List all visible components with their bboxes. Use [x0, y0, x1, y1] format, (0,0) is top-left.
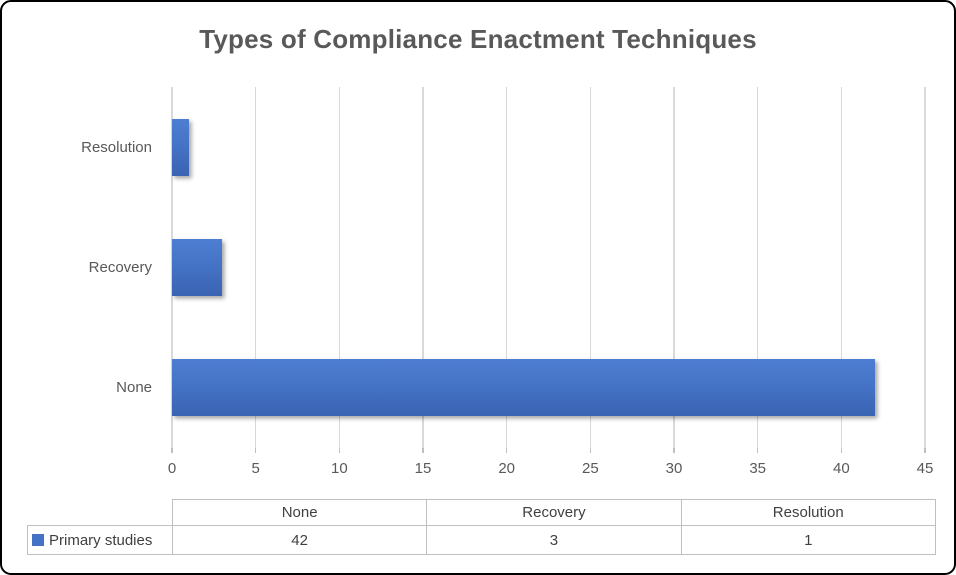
bar-none [172, 359, 875, 417]
x-axis-tick-label: 40 [832, 460, 850, 477]
gridline [924, 87, 926, 448]
gridline [756, 87, 759, 448]
series-color-swatch-icon [32, 533, 44, 546]
x-axis-tick-label: 0 [167, 460, 177, 477]
legend-series-label: Primary studies [49, 531, 153, 549]
axis-tick [924, 448, 926, 453]
category-label: Resolution [81, 138, 152, 156]
legend-cell: Primary studies [27, 525, 173, 555]
gridline [254, 87, 257, 448]
x-axis-tick-label: 5 [251, 460, 260, 477]
x-axis-tick-label: 25 [581, 460, 599, 477]
table-column-header: Recovery [426, 499, 682, 526]
gridline [589, 87, 592, 448]
bar-recovery [172, 239, 223, 296]
table-value-cell: 42 [171, 525, 428, 555]
gridline [338, 87, 341, 448]
category-label: Recovery [88, 258, 152, 276]
x-axis-tick-label: 20 [498, 460, 515, 477]
axis-tick [422, 448, 424, 453]
bar-resolution [172, 118, 189, 176]
axis-tick [505, 448, 508, 453]
x-axis-tick-label: 45 [916, 460, 934, 477]
gridline [840, 87, 843, 448]
x-axis-tick-label: 10 [330, 460, 348, 477]
table-value-cell: 1 [680, 525, 936, 555]
x-axis-tick-label: 30 [665, 460, 683, 477]
axis-tick [254, 448, 257, 453]
x-axis-tick-label: 35 [749, 460, 766, 477]
gridline [673, 87, 675, 448]
data-table: None Recovery Resolution Primary studies 42 3… [27, 499, 936, 555]
axis-tick [589, 448, 592, 453]
axis-tick [673, 448, 675, 453]
axis-tick [840, 448, 843, 453]
table-value-cell: 3 [426, 525, 682, 555]
table-column-header: None [171, 499, 428, 526]
gridline [505, 87, 508, 448]
category-label: None [116, 379, 152, 397]
gridline [422, 87, 424, 448]
table-column-header: Resolution [680, 499, 936, 526]
table-corner-cell [28, 500, 173, 526]
axis-tick [756, 448, 759, 453]
x-axis-tick-label: 15 [414, 460, 432, 477]
axis-tick [338, 448, 341, 453]
chart-title: Types of Compliance Enactment Techniques [199, 24, 757, 54]
axis-tick [171, 448, 173, 453]
